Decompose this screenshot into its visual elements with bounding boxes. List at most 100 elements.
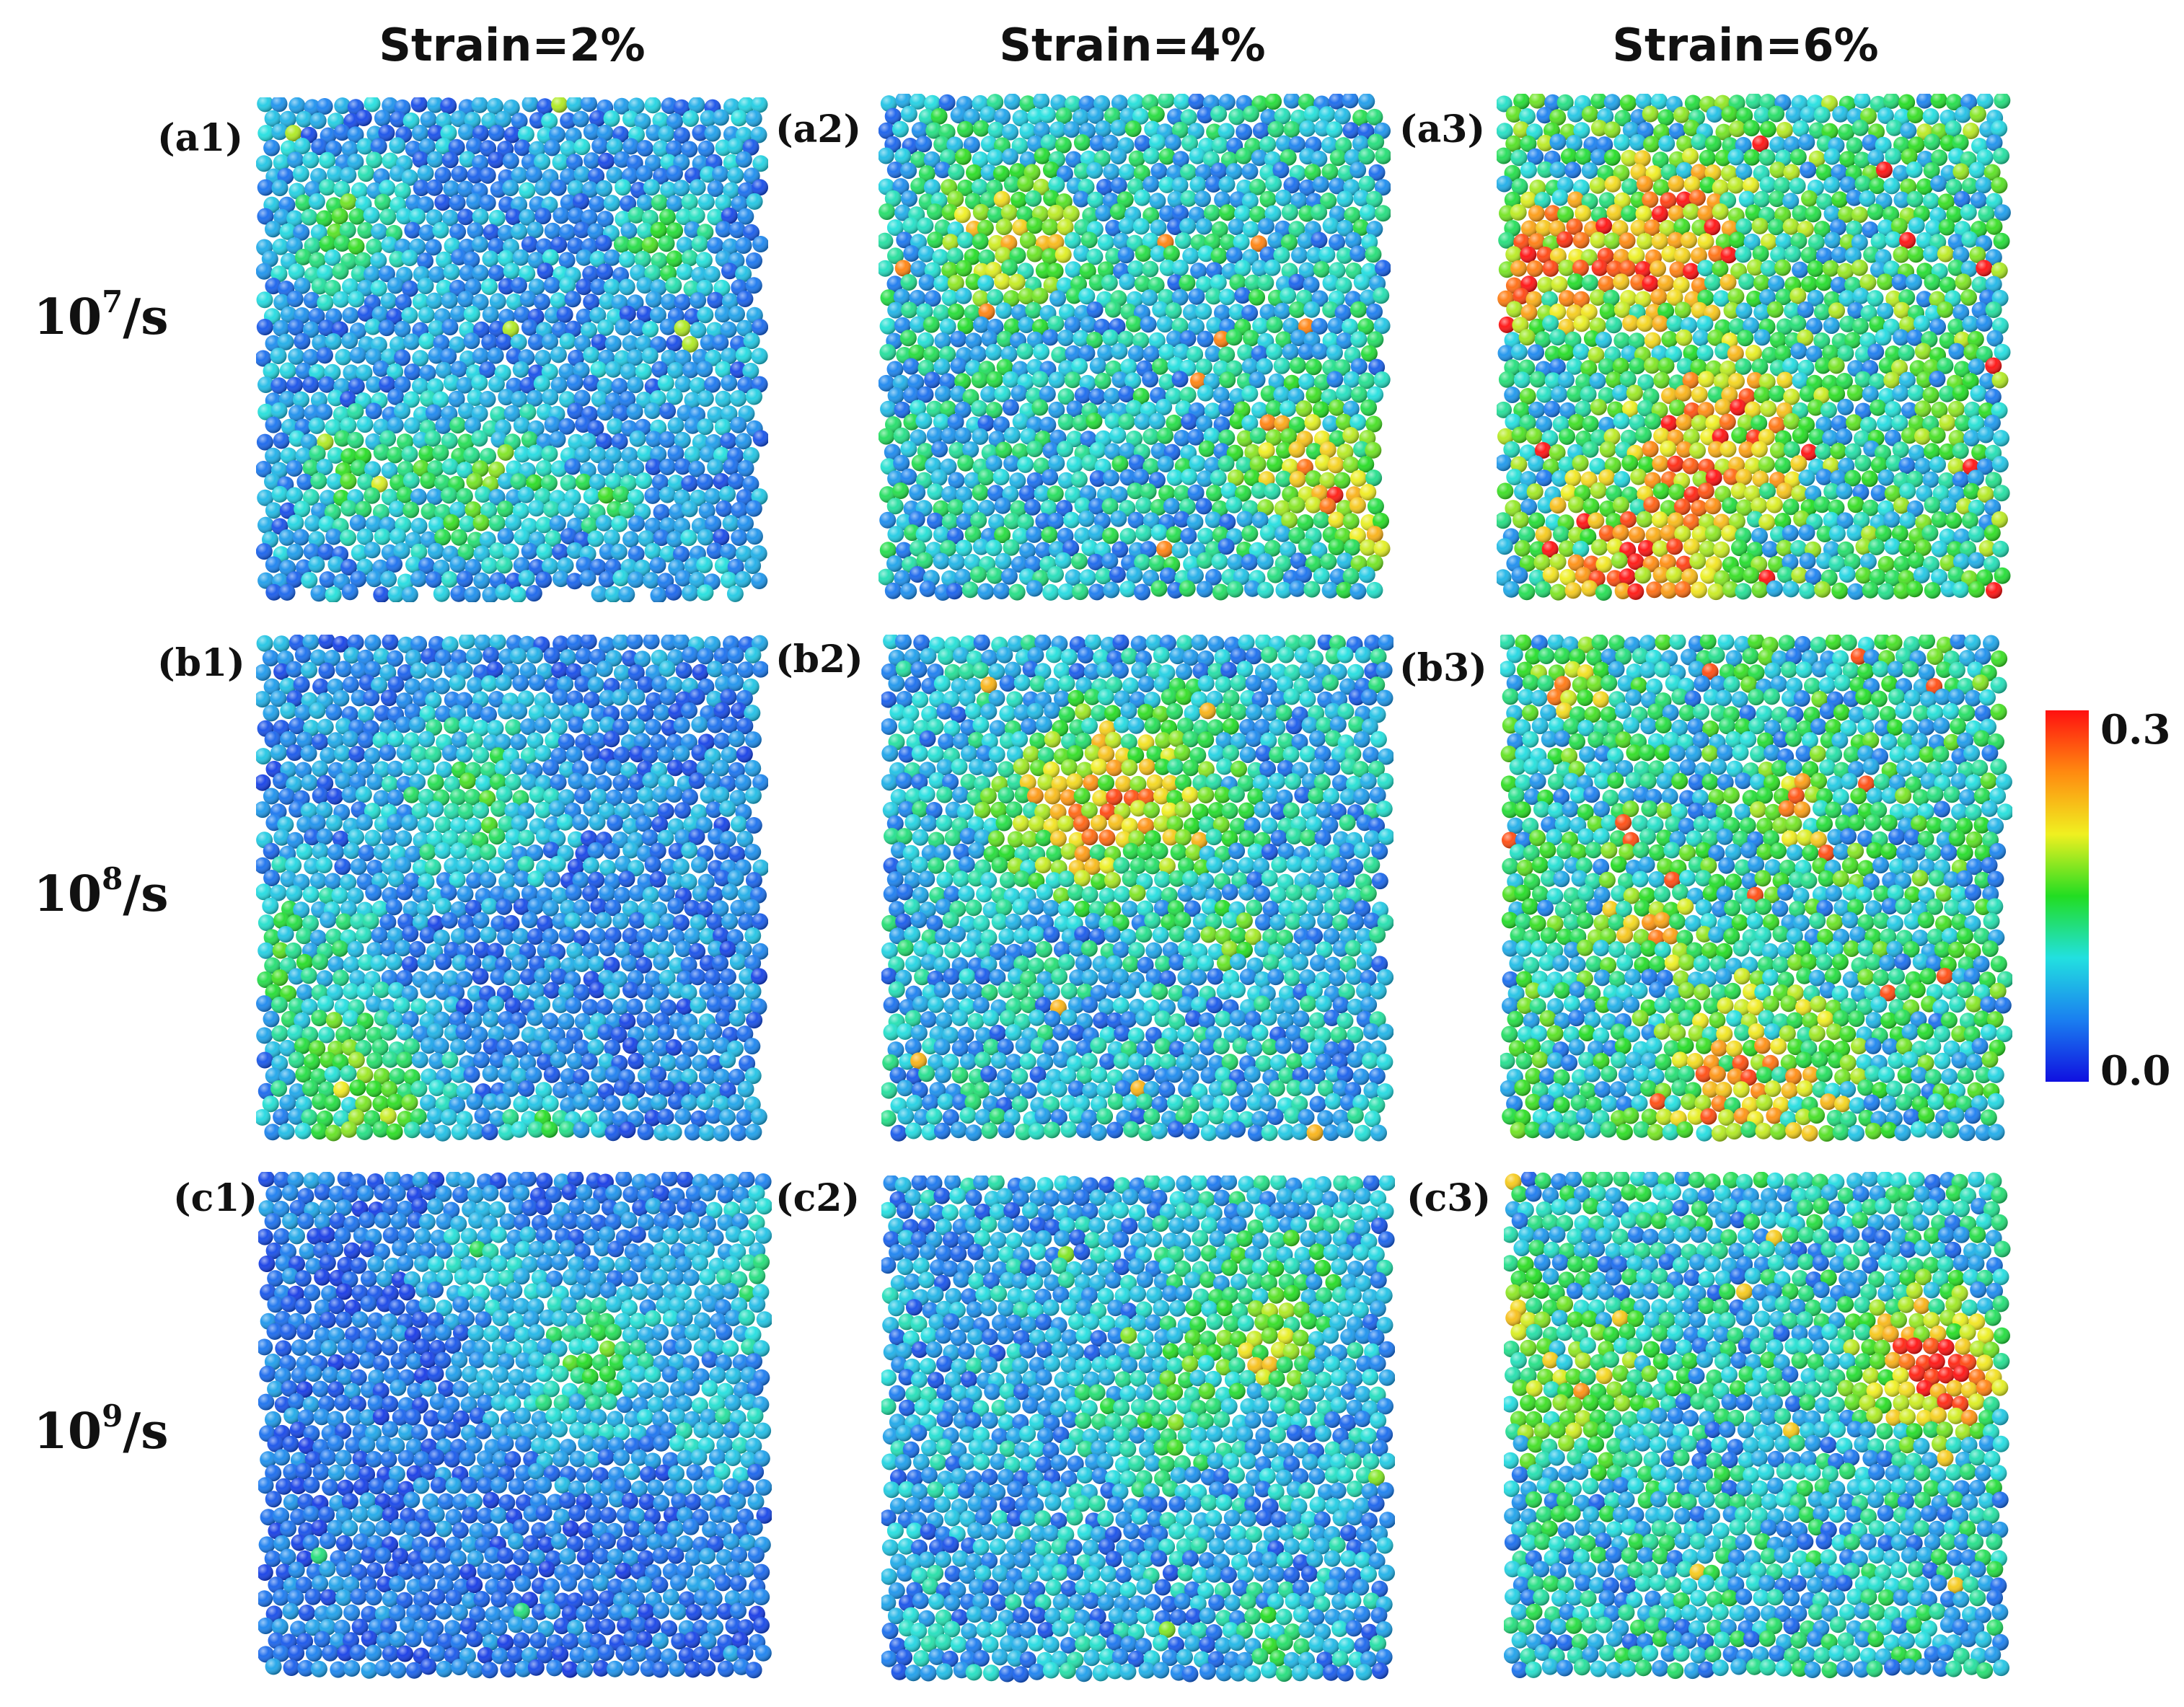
atom-shading — [1993, 147, 2009, 164]
atom-shading — [1241, 304, 1259, 322]
atom-shading — [620, 363, 637, 380]
atom-shading — [479, 391, 496, 407]
atom-shading — [389, 110, 407, 128]
atom-shading — [644, 402, 661, 420]
atom-shading — [534, 179, 552, 196]
atom-shading — [1342, 122, 1360, 139]
atom-shading — [374, 193, 392, 211]
atom-shading — [1166, 526, 1183, 543]
atom-shading — [1513, 94, 1531, 110]
atom-shading — [1104, 443, 1122, 460]
atom-shading — [1213, 330, 1230, 348]
atom-shading — [488, 151, 505, 169]
atom-shading — [517, 125, 534, 143]
atom-shading — [311, 503, 328, 519]
atom-shading — [1125, 315, 1142, 332]
atom-shading — [472, 514, 490, 531]
atom-shading — [587, 420, 604, 437]
atom-shading — [340, 193, 357, 211]
atom-shading — [327, 165, 344, 182]
atom-shading — [1960, 94, 1978, 111]
atom-shading — [1955, 106, 1971, 123]
atom-shading — [635, 472, 653, 490]
atom-shading — [605, 446, 622, 464]
atom-shading — [1205, 288, 1223, 305]
atom-shading — [1283, 177, 1300, 194]
atom-shading — [935, 385, 951, 402]
atom-shading — [1117, 191, 1134, 208]
atom-shading — [527, 333, 545, 350]
atom-shading — [1026, 245, 1044, 263]
atom-shading — [735, 433, 752, 450]
atom-shading — [1179, 218, 1197, 235]
atom-shading — [348, 208, 366, 225]
atom-shading — [1682, 148, 1699, 165]
atom-shading — [1227, 554, 1244, 570]
atom-shading — [1336, 247, 1353, 264]
atom-shading — [886, 361, 904, 378]
atom-shading — [933, 358, 951, 375]
atom-shading — [1969, 105, 1986, 123]
atom-shading — [278, 583, 296, 601]
atom-shading — [333, 291, 350, 308]
atom-shading — [903, 413, 920, 431]
atom-shading — [379, 208, 397, 226]
atom-shading — [1673, 106, 1690, 123]
atom-shading — [410, 97, 428, 113]
atom-shading — [510, 334, 527, 350]
atom-shading — [295, 362, 312, 379]
atom-shading — [1132, 332, 1150, 349]
atom-shading — [1304, 164, 1321, 181]
atom-shading — [1019, 95, 1036, 113]
atom-shading — [1512, 121, 1530, 138]
atom-shading — [1249, 427, 1267, 444]
atom-shading — [449, 223, 467, 240]
column-header-strain-2: Strain=2% — [260, 13, 765, 78]
atom-shading — [598, 152, 615, 169]
atom-shading — [560, 112, 577, 129]
atom-shading — [340, 559, 358, 575]
atom-shading — [1367, 498, 1384, 515]
atom-shading — [1197, 384, 1214, 402]
atom-shading — [1581, 162, 1598, 179]
atom-shading — [915, 136, 933, 153]
atom-shading — [1658, 135, 1676, 152]
atom-shading — [613, 151, 630, 168]
atom-shading — [467, 389, 484, 406]
atom-shading — [1087, 553, 1104, 570]
atom-shading — [265, 221, 281, 238]
atom-shading — [917, 217, 934, 234]
atom-shading — [614, 461, 631, 477]
atom-shading — [287, 151, 304, 169]
atom-shading — [1210, 105, 1228, 123]
atom-shading — [325, 419, 342, 436]
atom-shading — [418, 332, 436, 350]
atom-shading — [543, 276, 560, 294]
atom-shading — [503, 99, 520, 116]
atom-shading — [684, 557, 701, 575]
atom-shading — [1086, 301, 1104, 318]
atom-shading — [1252, 122, 1269, 139]
atom-shading — [1066, 456, 1083, 473]
atom-shading — [985, 402, 1003, 419]
atom-shading — [1520, 135, 1537, 152]
atom-shading — [324, 280, 341, 296]
atom-shading — [1753, 107, 1771, 124]
atom-shading — [583, 488, 600, 505]
atom-shading — [690, 322, 707, 339]
atom-shading — [696, 279, 713, 296]
atom-map-a1 — [256, 97, 768, 602]
atom-shading — [341, 141, 358, 158]
atom-shading — [1186, 345, 1204, 363]
atom-shading — [956, 539, 972, 557]
atom-shading — [1004, 94, 1021, 110]
atom-shading — [1001, 259, 1018, 276]
atom-shading — [705, 515, 722, 532]
atom-shading — [552, 570, 569, 588]
atom-shading — [596, 211, 614, 228]
atom-shading — [389, 336, 406, 353]
atom-shading — [681, 475, 698, 492]
atom-shading — [1367, 386, 1384, 403]
atom-shading — [1668, 123, 1686, 140]
atom-shading — [1065, 95, 1082, 113]
